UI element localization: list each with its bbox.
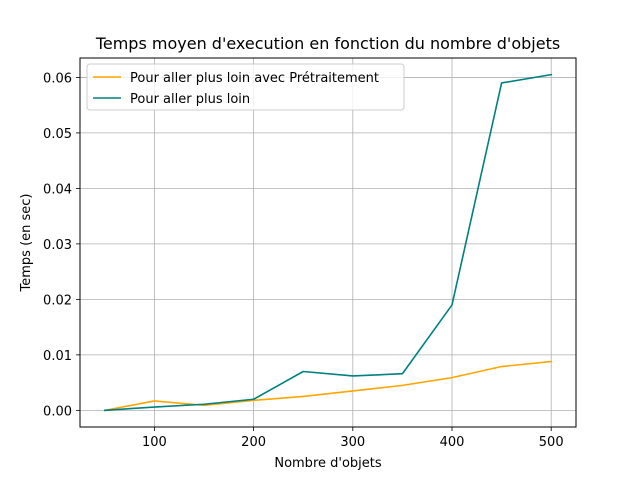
y-tick-label: 0.06 [43, 71, 72, 86]
x-axis-label: Nombre d'objets [274, 456, 382, 471]
y-tick-label: 0.03 [43, 238, 72, 253]
y-tick-label: 0.01 [43, 349, 72, 364]
legend-box [86, 63, 405, 111]
x-tick-label: 100 [142, 435, 167, 450]
x-tick-label: 500 [539, 435, 564, 450]
x-tick-label: 200 [241, 435, 266, 450]
y-axis: 0.00 0.01 0.02 0.03 0.04 0.05 0.06 [43, 71, 80, 419]
y-tick-label: 0.00 [43, 404, 72, 419]
series-line-pretraitement [103, 360, 553, 412]
legend-label: Pour aller plus loin avec Prétraitement [130, 71, 379, 86]
plot-frame [79, 57, 577, 428]
series-layer [103, 73, 553, 412]
legend-label: Pour aller plus loin [130, 92, 250, 107]
y-tick-label: 0.04 [43, 182, 72, 197]
legend: Pour aller plus loin avec Prétraitement … [86, 63, 405, 111]
y-tick-label: 0.05 [43, 127, 72, 142]
y-axis-label: Temps (en sec) [19, 194, 34, 293]
chart-title: Temps moyen d'execution en fonction du n… [95, 34, 560, 53]
y-tick-label: 0.02 [43, 293, 72, 308]
x-tick-label: 400 [440, 435, 465, 450]
x-axis: 100 200 300 400 500 [142, 427, 564, 450]
series-line-sans-pretraitement [103, 73, 553, 412]
x-tick-label: 300 [340, 435, 365, 450]
